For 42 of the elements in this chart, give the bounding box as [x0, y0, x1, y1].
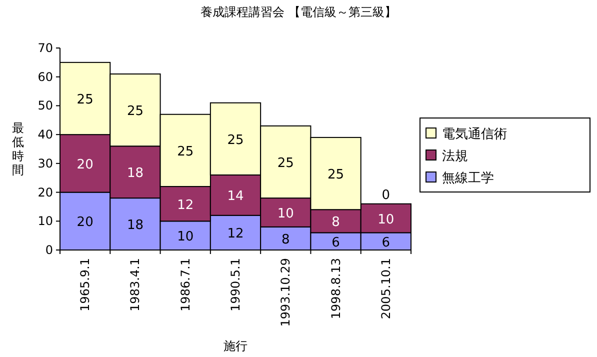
- data-label: 10: [277, 206, 294, 222]
- x-tick-label: 1998.8.13: [328, 258, 343, 320]
- data-label: 25: [126, 104, 144, 120]
- x-tick-label: 1993.10.29: [278, 258, 293, 327]
- x-tick-label: 1990.5.1: [228, 258, 242, 312]
- data-label: 25: [277, 156, 294, 171]
- x-tick-label: 2005.10.1: [378, 258, 393, 320]
- x-tick-label: 1965.9.1: [78, 258, 92, 312]
- data-label: 18: [126, 166, 144, 182]
- y-tick-label: 20: [38, 185, 53, 200]
- x-axis-title: 施行: [224, 339, 248, 353]
- data-label: 25: [227, 132, 244, 148]
- data-label: 25: [328, 168, 344, 183]
- legend-label: 法規: [442, 149, 468, 164]
- data-label: 20: [76, 215, 94, 230]
- data-label: 20: [76, 157, 94, 172]
- y-tick-label: 0: [45, 243, 53, 257]
- y-axis-title: 最低時間: [12, 121, 24, 177]
- y-tick-label: 50: [38, 98, 53, 113]
- chart-title: 養成課程講習会 【電信級～第三級】: [200, 5, 396, 19]
- x-tick-label: 1986.7.1: [178, 258, 192, 312]
- data-label: 8: [332, 215, 340, 230]
- data-label: 10: [378, 212, 394, 228]
- data-label: 12: [177, 198, 194, 213]
- data-label: 14: [227, 189, 244, 204]
- legend-label: 無線工学: [442, 171, 494, 186]
- y-tick-label: 60: [38, 70, 53, 84]
- data-label: 0: [382, 188, 390, 203]
- data-label: 25: [76, 92, 94, 108]
- data-label: 6: [382, 235, 390, 250]
- data-label: 25: [177, 144, 194, 160]
- data-label: 18: [126, 218, 144, 234]
- data-label: 10: [177, 230, 194, 245]
- y-tick-label: 30: [38, 156, 53, 170]
- y-tick-label: 70: [38, 41, 53, 55]
- y-tick-label: 10: [38, 214, 53, 228]
- legend-label: 電気通信術: [442, 127, 507, 142]
- data-label: 8: [282, 232, 290, 248]
- data-label: 6: [332, 235, 340, 250]
- x-tick-label: 1983.4.1: [128, 258, 142, 312]
- y-tick-label: 40: [38, 128, 53, 142]
- data-label: 12: [227, 226, 244, 242]
